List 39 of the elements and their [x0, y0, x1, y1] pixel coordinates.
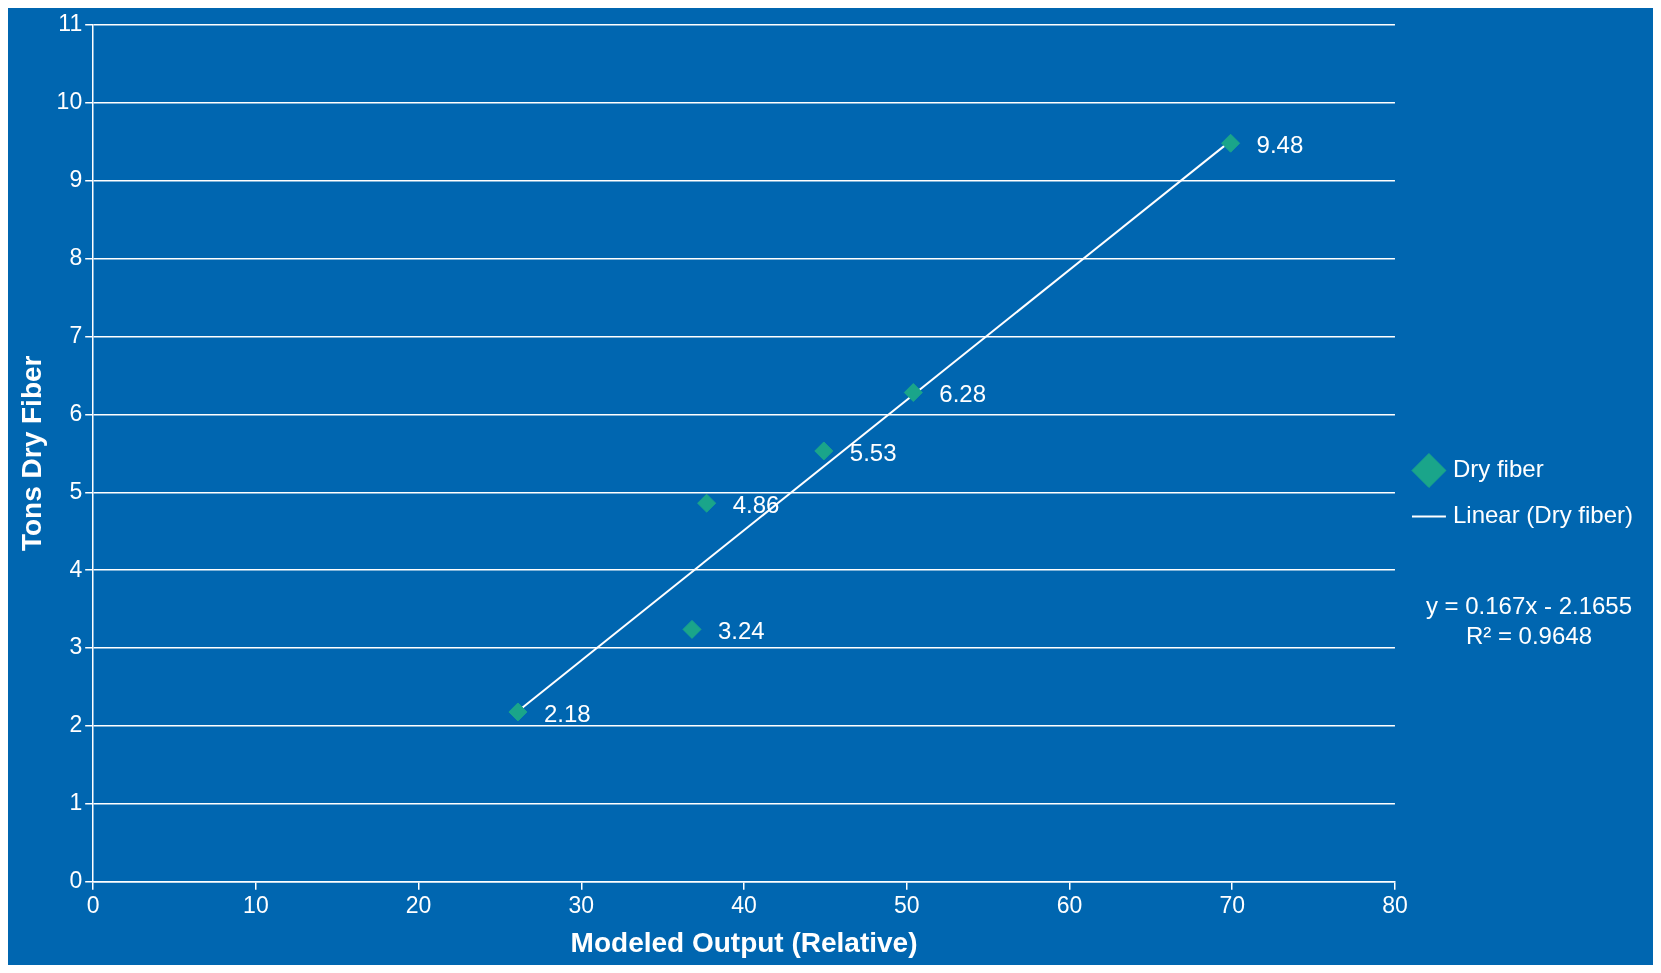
- x-tick-label: 30: [568, 891, 595, 918]
- data-label: 2.18: [543, 699, 591, 727]
- point: [697, 493, 717, 513]
- y-tick-label: 0: [69, 867, 83, 894]
- text: R² = 0.9648: [1465, 622, 1593, 650]
- y-tick-label: 10: [56, 88, 83, 115]
- y-tick-label: 3: [69, 633, 83, 660]
- x-tick-label: 80: [1382, 891, 1408, 918]
- y-axis-title: Tons Dry Fiber: [15, 355, 47, 552]
- point: [508, 702, 528, 722]
- y-tick-label: 6: [69, 399, 83, 426]
- x-tick-label: 20: [405, 891, 432, 918]
- point: [682, 619, 702, 639]
- y-tick-label: 9: [69, 165, 83, 192]
- x-tick-label: 10: [243, 891, 269, 918]
- point: [814, 441, 834, 461]
- legend-label: Linear (Dry fiber): [1452, 501, 1633, 529]
- text: y = 0.167x - 2.1655: [1425, 592, 1633, 620]
- x-tick-label: 40: [731, 891, 757, 918]
- x-tick-label: 50: [893, 891, 920, 918]
- data-label: 5.53: [849, 438, 897, 466]
- y-tick-label: 11: [58, 10, 83, 37]
- data-label: 4.86: [732, 490, 780, 518]
- data-label: 6.28: [939, 380, 987, 408]
- y-tick-label: 4: [69, 555, 83, 582]
- y-tick-label: 7: [69, 321, 83, 348]
- point: [1221, 133, 1241, 153]
- x-axis-title: Modeled Output (Relative): [570, 926, 918, 958]
- x-tick-label: 0: [86, 891, 100, 918]
- y-tick-label: 5: [69, 477, 83, 504]
- data-label: 3.24: [718, 617, 765, 644]
- y-tick-label: 2: [69, 711, 83, 738]
- y-tick-label: 8: [69, 243, 83, 270]
- point: [903, 383, 923, 403]
- x-tick-label: 70: [1219, 891, 1246, 918]
- y-tick-label: 1: [69, 789, 83, 816]
- legend-label: Dry fiber: [1452, 455, 1544, 483]
- x-tick-label: 60: [1056, 891, 1083, 918]
- data-label: 9.48: [1256, 130, 1304, 158]
